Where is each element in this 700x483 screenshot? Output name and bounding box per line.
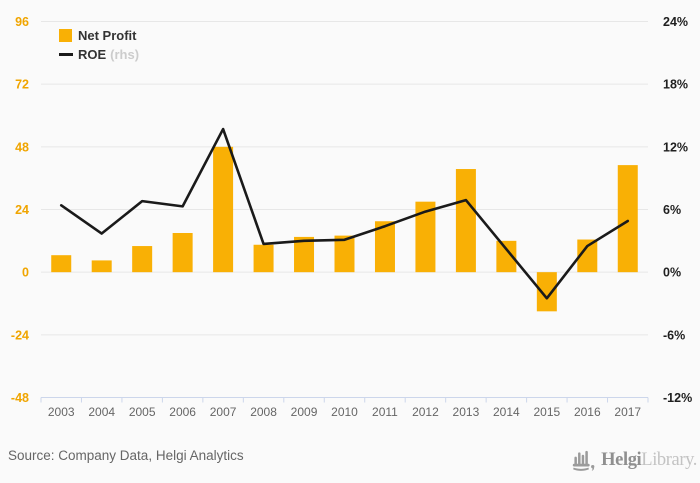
x-axis-label-2003: 2003 [48,405,75,419]
right-axis-label: 18% [663,78,688,92]
x-axis-label-2009: 2009 [291,405,318,419]
left-axis-label: 0 [22,266,29,280]
chart-svg: 96 24% 72 18% 48 12% 24 6% 0 0% -24 -6% -48 -12% 2003 2… [11,15,692,419]
left-axis-label: 24 [15,203,29,217]
legend-label-roe-rhs: (rhs) [110,47,140,62]
x-axis-label-2006: 2006 [169,405,196,419]
helgi-library-logo[interactable]: HelgiLibrary. [571,449,697,471]
left-axis-label: 72 [15,78,29,92]
legend-item-net-profit[interactable]: Net Profit [59,26,139,45]
bar-2014[interactable] [496,240,517,273]
x-axis-label-2004: 2004 [88,405,115,419]
right-axis-label: -6% [663,328,685,342]
bar-2009[interactable] [294,236,315,273]
helgi-castle-icon [572,450,595,471]
net-profit-swatch-icon [59,29,72,42]
x-axis-label-2016: 2016 [574,405,601,419]
roe-line-swatch-icon [59,53,73,56]
left-axis-label: -24 [11,328,29,342]
x-axis-label-2012: 2012 [412,405,439,419]
left-axis-label: 96 [15,15,29,29]
x-axis-label-2010: 2010 [331,405,358,419]
source-text: Source: Company Data, Helgi Analytics [8,448,244,463]
bar-2005[interactable] [132,246,153,273]
logo-text-primary: Helgi [601,449,642,470]
bar-2004[interactable] [91,260,112,273]
left-axis-label: 48 [15,140,29,154]
left-axis-label: -48 [11,391,29,405]
legend: Net Profit ROE (rhs) [59,26,139,64]
x-axis-label-2013: 2013 [453,405,480,419]
x-axis-label-2014: 2014 [493,405,520,419]
x-axis-label-2015: 2015 [533,405,560,419]
legend-item-roe[interactable]: ROE (rhs) [59,45,139,64]
roe-line[interactable] [59,127,630,300]
x-axis-label-2008: 2008 [250,405,277,419]
right-axis-label: 24% [663,15,688,29]
x-axis-label-2005: 2005 [129,405,156,419]
bar-2015[interactable] [536,272,557,312]
bar-2008[interactable] [253,244,274,273]
bar-2007[interactable] [213,146,234,273]
right-axis-label: 12% [663,140,688,154]
bar-2012[interactable] [415,201,436,273]
logo-text-secondary: Library. [641,449,697,470]
x-axis-label-2007: 2007 [210,405,237,419]
x-axis-label-2011: 2011 [372,405,398,419]
legend-label-net-profit: Net Profit [78,28,137,43]
bar-2006[interactable] [172,233,193,273]
bar-2013[interactable] [455,169,476,273]
x-axis-label-2017: 2017 [614,405,641,419]
bar-2011[interactable] [374,221,395,273]
bar-2016[interactable] [577,239,598,273]
bar-2003[interactable] [51,255,72,273]
bar-2017[interactable] [617,165,638,273]
right-axis-label: 0% [663,266,681,280]
right-axis-label: 6% [663,203,681,217]
bar-2010[interactable] [334,235,355,273]
legend-label-roe: ROE [78,47,107,62]
right-axis-label: -12% [663,391,692,405]
